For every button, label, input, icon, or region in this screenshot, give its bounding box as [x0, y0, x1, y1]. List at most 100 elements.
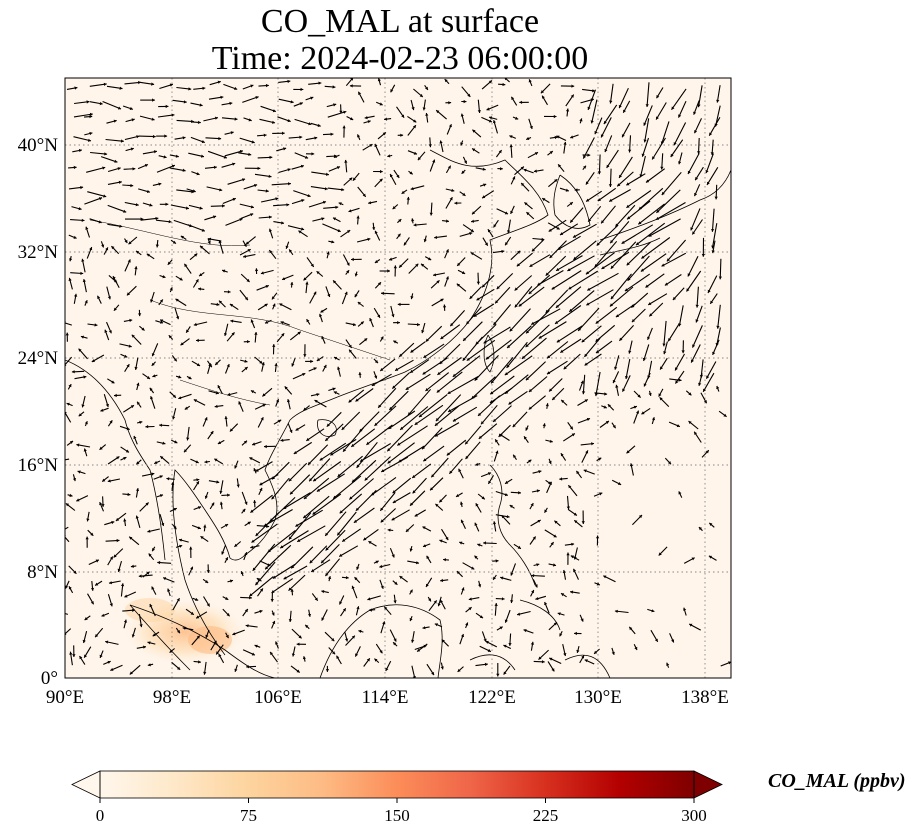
wind-vector-head	[400, 133, 404, 137]
wind-vector-head	[89, 247, 93, 251]
wind-vector-head	[604, 392, 608, 396]
wind-vector-head	[76, 443, 80, 447]
wind-vector-head	[448, 124, 452, 128]
wind-vector	[651, 137, 666, 160]
wind-vector	[554, 305, 582, 325]
wind-vector-head	[250, 319, 254, 323]
wind-vector-head	[574, 188, 578, 192]
wind-vector-head	[468, 607, 472, 611]
wind-vector-head	[304, 155, 309, 159]
wind-vector	[124, 81, 141, 85]
wind-vector-head	[100, 408, 104, 412]
wind-vector-head	[716, 386, 720, 390]
wind-vector-head	[290, 588, 294, 592]
wind-vector	[628, 135, 632, 153]
wind-vector-head	[587, 287, 591, 291]
wind-vector-head	[310, 359, 314, 364]
wind-vector-head	[112, 276, 116, 280]
wind-vector-head	[633, 405, 637, 409]
wind-vector-head	[379, 564, 383, 569]
wind-vector	[626, 173, 646, 186]
wind-vector	[65, 536, 70, 543]
wind-vector-head	[354, 294, 358, 298]
wind-vector-head	[460, 142, 464, 146]
wind-vector-head	[249, 457, 253, 461]
wind-vector-head	[454, 201, 458, 205]
wind-vector	[330, 438, 357, 456]
wind-vector-head	[278, 419, 282, 423]
wind-vector-head	[594, 393, 598, 397]
wind-vector-head	[104, 152, 108, 156]
wind-vector-head	[529, 263, 533, 267]
wind-vector-head	[344, 291, 348, 295]
wind-vector-head	[90, 587, 95, 591]
wind-vector-head	[186, 437, 190, 441]
wind-vector	[466, 339, 496, 362]
colorbar-tick-label: 75	[240, 806, 257, 825]
wind-vector-head	[662, 343, 666, 347]
wind-vector-head	[84, 654, 87, 658]
wind-vector	[516, 252, 533, 267]
wind-vector-head	[553, 114, 557, 119]
wind-vector-head	[321, 617, 325, 621]
wind-vector-head	[184, 406, 188, 410]
wind-vector-head	[113, 119, 117, 123]
wind-vector-head	[477, 110, 481, 113]
wind-vector-head	[475, 462, 479, 466]
wind-vector-head	[554, 179, 558, 183]
wind-vector-head	[448, 409, 452, 412]
wind-vector-head	[147, 641, 151, 645]
wind-vector	[366, 424, 393, 446]
wind-vector-head	[162, 441, 166, 445]
wind-vector-head	[356, 566, 360, 570]
wind-vector	[254, 173, 272, 178]
wind-vector	[573, 240, 597, 261]
wind-vector-head	[367, 597, 371, 601]
wind-vector	[568, 290, 595, 313]
wind-vector-head	[528, 459, 532, 463]
gridlines	[65, 78, 731, 678]
wind-vector-head	[460, 113, 464, 117]
wind-vector-head	[276, 399, 280, 403]
wind-vector	[687, 256, 699, 277]
wind-vector-head	[670, 153, 674, 157]
wind-vector-head	[123, 209, 127, 213]
wind-vector	[224, 150, 244, 157]
wind-vector-head	[95, 634, 99, 638]
wind-vector-head	[298, 635, 302, 639]
wind-vector-head	[130, 564, 134, 568]
wind-vector-head	[551, 286, 555, 290]
wind-vector-head	[141, 327, 145, 331]
wind-vector	[492, 405, 512, 423]
wind-vector	[410, 341, 426, 353]
wind-vector-head	[364, 116, 368, 120]
wind-vector-head	[282, 131, 285, 135]
wind-vector-head	[270, 599, 274, 602]
wind-vector-head	[168, 220, 172, 224]
wind-vector-head	[180, 235, 184, 239]
wind-vector-head	[417, 322, 420, 327]
wind-vector	[434, 405, 460, 427]
wind-vector-head	[107, 660, 111, 664]
wind-vector-head	[521, 355, 526, 359]
wind-vector-head	[422, 626, 426, 630]
wind-vector-head	[688, 421, 692, 425]
wind-vector-head	[390, 174, 393, 178]
wind-vector-head	[496, 286, 500, 290]
wind-vector-head	[269, 250, 273, 254]
wind-vector-head	[390, 89, 394, 93]
wind-vector	[556, 325, 583, 343]
wind-vector-head	[246, 665, 249, 669]
wind-vector-head	[536, 563, 540, 567]
wind-vector-head	[193, 322, 197, 327]
wind-vector-head	[417, 156, 421, 161]
wind-vector-head	[619, 174, 622, 178]
wind-vector-head	[413, 119, 417, 123]
wind-vector-head	[351, 443, 355, 447]
wind-vector	[640, 253, 667, 272]
wind-vector-head	[660, 366, 663, 370]
wind-vector-head	[265, 83, 269, 88]
wind-vector-head	[419, 414, 423, 418]
wind-vector-head	[65, 503, 70, 507]
wind-vector-head	[697, 104, 701, 108]
